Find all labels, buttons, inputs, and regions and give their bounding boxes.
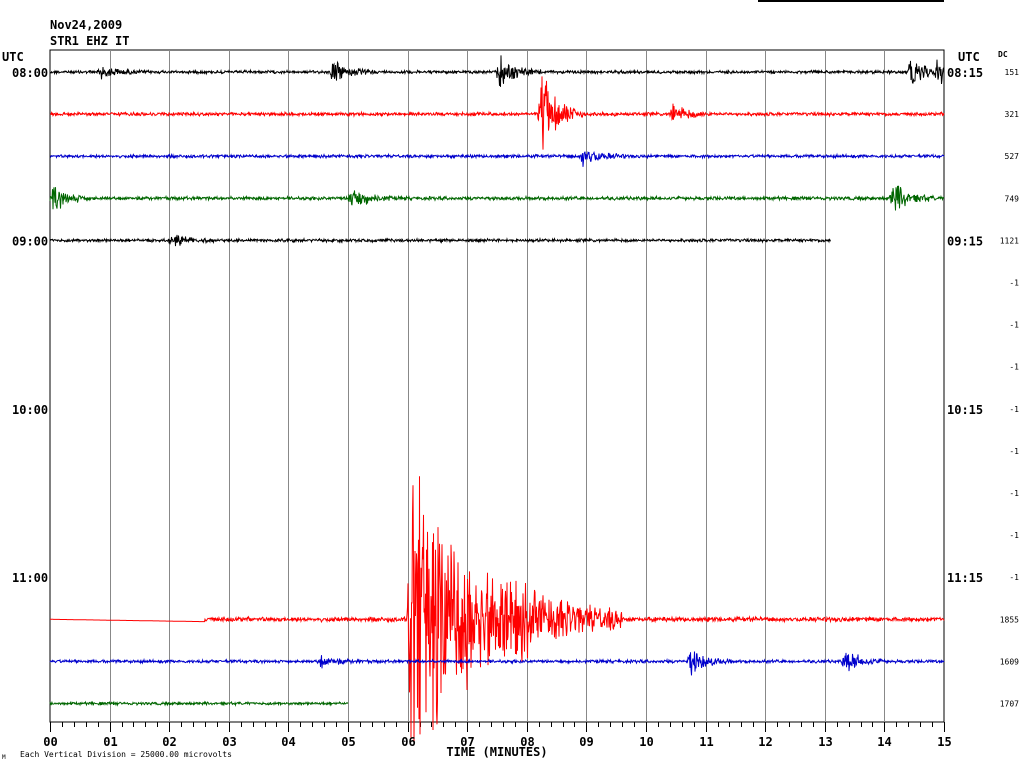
- axis-labels: 00 01 02 03 04 05 06 07 08 09 10 11 12 13 14 15 TIME (MI…: [12, 66, 1019, 759]
- trace-row-4: [49, 234, 831, 247]
- grid: [49, 49, 945, 732]
- x-tick-label: 02: [162, 735, 176, 749]
- plot-frame: [49, 49, 945, 723]
- hour-label-left: 08:00: [12, 66, 48, 80]
- x-tick-label: 11: [699, 735, 713, 749]
- hour-label-right: 08:15: [947, 66, 983, 80]
- seismic-traces: [49, 55, 945, 745]
- dc-label: DC: [998, 50, 1008, 59]
- dc-value: 321: [1005, 110, 1020, 119]
- dc-value: 151: [1005, 68, 1020, 77]
- hour-label-right: 09:15: [947, 234, 983, 248]
- hour-label-left: 11:00: [12, 571, 48, 585]
- corner-mark: M: [2, 754, 6, 761]
- hour-label-right: 10:15: [947, 403, 983, 417]
- dc-value: 749: [1005, 194, 1020, 203]
- hour-label-right: 11:15: [947, 571, 983, 585]
- dc-value: 1609: [1000, 657, 1019, 666]
- utc-right-label: UTC: [958, 50, 980, 64]
- x-tick-label: 00: [43, 735, 57, 749]
- trace-row-15: [49, 700, 349, 707]
- trace-row-2: [49, 150, 945, 167]
- dc-value: -1: [1009, 531, 1019, 540]
- x-tick-label: 10: [639, 735, 653, 749]
- dc-value: -1: [1009, 405, 1019, 414]
- x-axis-label: TIME (MINUTES): [446, 745, 547, 759]
- trace-row-13: [50, 476, 945, 745]
- trace-row-14: [49, 651, 945, 676]
- x-tick-label: 01: [103, 735, 117, 749]
- date-label: Nov24,2009: [50, 18, 123, 32]
- trace-row-3: [49, 185, 945, 211]
- x-tick-label: 05: [341, 735, 355, 749]
- x-tick-label: 08: [520, 735, 534, 749]
- x-tick-label: 04: [281, 735, 295, 749]
- hour-label-left: 09:00: [12, 234, 48, 248]
- x-tick-label: 09: [579, 735, 593, 749]
- dc-value: 1707: [1000, 700, 1019, 709]
- dc-value: -1: [1009, 489, 1019, 498]
- x-tick-label: 12: [758, 735, 772, 749]
- x-tick-label: 13: [818, 735, 832, 749]
- dc-value: -1: [1009, 573, 1019, 582]
- x-tick-label: 03: [222, 735, 236, 749]
- x-tick-label: 14: [877, 735, 891, 749]
- dc-value: -1: [1009, 279, 1019, 288]
- x-tick-label: 06: [401, 735, 415, 749]
- top-rule: [758, 0, 944, 2]
- trace-row-1: [49, 76, 945, 150]
- station-label: STR1 EHZ IT: [50, 34, 130, 48]
- dc-value: -1: [1009, 447, 1019, 456]
- dc-value: 1121: [1000, 236, 1019, 245]
- x-tick-label: 15: [937, 735, 951, 749]
- x-tick-label: 07: [460, 735, 474, 749]
- dc-value: 527: [1005, 152, 1020, 161]
- scale-note: Each Vertical Division = 25000.00 microv…: [20, 750, 232, 759]
- trace-row-0: [49, 55, 945, 87]
- dc-value: -1: [1009, 321, 1019, 330]
- dc-value: -1: [1009, 363, 1019, 372]
- hour-label-left: 10:00: [12, 403, 48, 417]
- dc-value: 1855: [1000, 615, 1019, 624]
- utc-left-label: UTC: [2, 50, 24, 64]
